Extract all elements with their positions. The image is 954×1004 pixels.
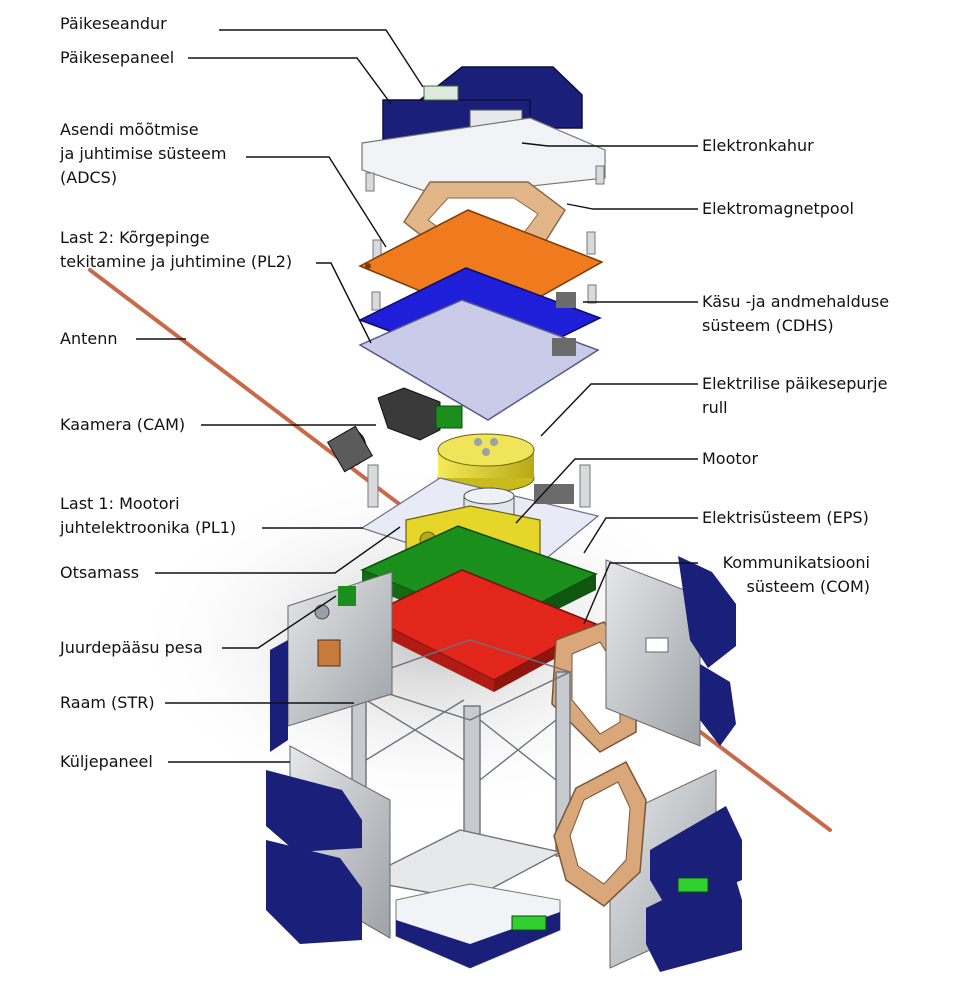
label-cdhs: Käsu -ja andmehalduse süsteem (CDHS) — [702, 290, 889, 338]
label-pl1-line-2: juhtelektroonika (PL1) — [60, 518, 237, 537]
label-com-line-1: Kommunikatsiooni — [722, 553, 870, 572]
lower-left-side-panel — [266, 745, 391, 944]
label-motor: Mootor — [702, 447, 758, 471]
label-eps: Elektrisüsteem (EPS) — [702, 506, 869, 530]
label-camera: Kaamera (CAM) — [60, 413, 185, 437]
label-end-mass-line-1: Otsamass — [60, 563, 140, 582]
label-adcs-line-3: (ADCS) — [60, 168, 118, 187]
label-pl1: Last 1: Mootori juhtelektroonika (PL1) — [60, 492, 236, 540]
sun-sensor-part — [423, 85, 459, 101]
label-solar-panel-line-1: Päikesepaneel — [60, 48, 175, 67]
label-pl2-line-1: Last 2: Kõrgepinge — [60, 228, 210, 247]
label-electromagnet-coil-line-1: Elektromagnetpool — [702, 199, 854, 218]
label-frame: Raam (STR) — [60, 691, 155, 715]
label-cdhs-line-2: süsteem (CDHS) — [702, 316, 834, 335]
label-sun-sensor-line-1: Päikeseandur — [60, 14, 167, 33]
label-electron-gun-line-1: Elektronkahur — [702, 136, 814, 155]
access-port-part — [317, 639, 341, 667]
label-sail-reel-line-2: rull — [702, 398, 728, 417]
label-adcs-line-2: ja juhtimise süsteem — [60, 144, 227, 163]
bottom-base — [395, 883, 561, 969]
label-solar-panel: Päikesepaneel — [60, 46, 174, 70]
label-frame-line-1: Raam (STR) — [60, 693, 155, 712]
label-side-panel: Küljepaneel — [60, 750, 153, 774]
label-pl2: Last 2: Kõrgepinge tekitamine ja juhtimi… — [60, 226, 292, 274]
label-motor-line-1: Mootor — [702, 449, 759, 468]
right-side-panel-upper — [605, 556, 736, 747]
camera-part — [326, 387, 463, 473]
label-antenna: Antenn — [60, 327, 117, 351]
label-pl1-line-1: Last 1: Mootori — [60, 494, 180, 513]
label-pl2-line-2: tekitamine ja juhtimine (PL2) — [60, 252, 293, 271]
label-eps-line-1: Elektrisüsteem (EPS) — [702, 508, 869, 527]
pl2-board — [358, 299, 600, 421]
label-cdhs-line-1: Käsu -ja andmehalduse — [702, 292, 890, 311]
top-white-plate — [361, 117, 606, 197]
label-electromagnet-coil: Elektromagnetpool — [702, 197, 854, 221]
label-adcs: Asendi mõõtmise ja juhtimise süsteem (AD… — [60, 118, 226, 190]
label-com: Kommunikatsiooni süsteem (COM) — [700, 551, 870, 599]
label-electron-gun: Elektronkahur — [702, 134, 814, 158]
label-side-panel-line-1: Küljepaneel — [60, 752, 153, 771]
label-sun-sensor: Päikeseandur — [60, 12, 167, 36]
label-access-port: Juurdepääsu pesa — [60, 636, 203, 660]
label-adcs-line-1: Asendi mõõtmise — [60, 120, 199, 139]
label-com-line-2: süsteem (COM) — [746, 577, 871, 596]
label-camera-line-1: Kaamera (CAM) — [60, 415, 186, 434]
label-sail-reel-line-1: Elektrilise päikesepurje — [702, 374, 888, 393]
label-access-port-line-1: Juurdepääsu pesa — [60, 638, 203, 657]
label-antenna-line-1: Antenn — [60, 329, 118, 348]
label-end-mass: Otsamass — [60, 561, 139, 585]
leader-lines — [136, 29, 698, 763]
label-sail-reel: Elektrilise päikesepurje rull — [702, 372, 887, 420]
